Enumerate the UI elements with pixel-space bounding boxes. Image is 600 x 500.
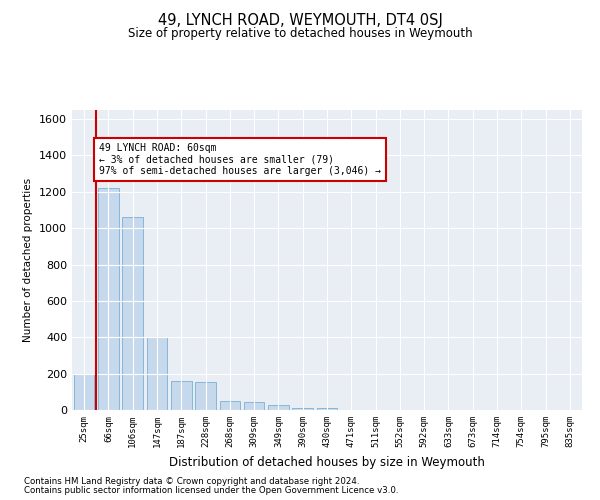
Bar (244, 402, 265, 410)
Bar (317, 408, 337, 410)
Bar (98, 188, 119, 410)
Bar (220, 401, 240, 410)
Bar (292, 408, 313, 410)
Text: 49, LYNCH ROAD, WEYMOUTH, DT4 0SJ: 49, LYNCH ROAD, WEYMOUTH, DT4 0SJ (158, 12, 442, 28)
Y-axis label: Number of detached properties: Number of detached properties (23, 178, 34, 342)
Text: Size of property relative to detached houses in Weymouth: Size of property relative to detached ho… (128, 28, 472, 40)
Bar (74, 374, 94, 410)
Text: 49 LYNCH ROAD: 60sqm
← 3% of detached houses are smaller (79)
97% of semi-detach: 49 LYNCH ROAD: 60sqm ← 3% of detached ho… (99, 142, 381, 176)
Text: Contains HM Land Registry data © Crown copyright and database right 2024.: Contains HM Land Registry data © Crown c… (24, 477, 359, 486)
Bar (171, 381, 191, 410)
Text: Distribution of detached houses by size in Weymouth: Distribution of detached houses by size … (169, 456, 485, 469)
Text: Contains public sector information licensed under the Open Government Licence v3: Contains public sector information licen… (24, 486, 398, 495)
Bar (122, 218, 143, 410)
Bar (268, 406, 289, 410)
Bar (195, 382, 216, 410)
Bar (146, 338, 167, 410)
